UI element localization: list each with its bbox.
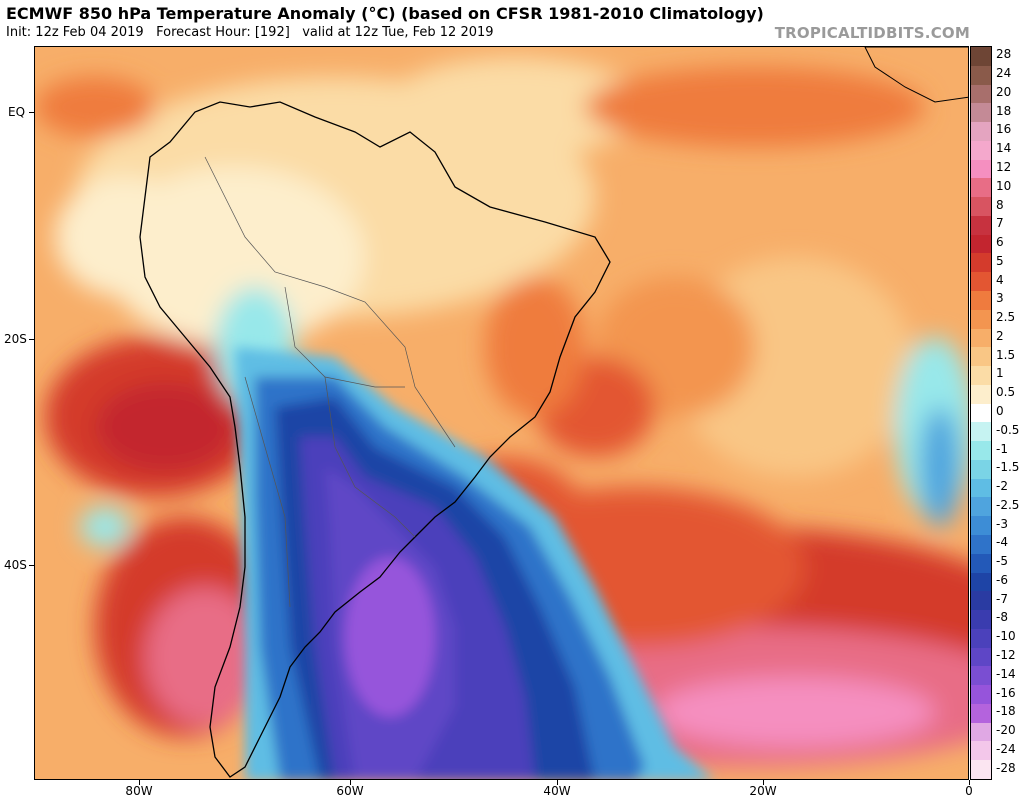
lon-label: 20W bbox=[749, 784, 777, 798]
legend-swatch bbox=[971, 84, 991, 104]
legend-swatch bbox=[971, 103, 991, 123]
legend-swatch bbox=[971, 703, 991, 723]
legend-label: 28 bbox=[996, 47, 1012, 62]
legend-label: 4 bbox=[996, 272, 1004, 287]
legend-swatch bbox=[971, 272, 991, 292]
legend-label: 10 bbox=[996, 178, 1012, 193]
legend-swatch bbox=[971, 685, 991, 705]
legend-label: 0 bbox=[996, 404, 1004, 418]
lat-label: EQ bbox=[8, 105, 26, 119]
legend-label: 0.5 bbox=[996, 385, 1016, 400]
legend-swatch bbox=[971, 459, 991, 479]
anomaly-field bbox=[35, 47, 968, 779]
lon-label: 60W bbox=[336, 784, 364, 798]
legend-swatch bbox=[971, 197, 991, 217]
site-credit: TROPICALTIDBITS.COM bbox=[774, 24, 970, 42]
legend-swatch bbox=[971, 478, 991, 498]
legend-swatch bbox=[971, 497, 991, 517]
legend-swatch bbox=[971, 722, 991, 742]
legend-swatch bbox=[971, 47, 991, 66]
legend-swatch bbox=[971, 215, 991, 235]
legend-swatch bbox=[971, 140, 991, 160]
legend-swatch bbox=[971, 234, 991, 254]
legend-label: 24 bbox=[996, 66, 1012, 81]
color-legend bbox=[970, 46, 992, 780]
legend-label: 6 bbox=[996, 235, 1004, 250]
legend-label: 3 bbox=[996, 291, 1004, 306]
legend-swatch bbox=[971, 516, 991, 536]
legend-swatch bbox=[971, 253, 991, 273]
legend-swatch bbox=[971, 65, 991, 85]
legend-label: -0.5 bbox=[996, 422, 1020, 437]
legend-swatch bbox=[971, 178, 991, 198]
legend-label: 20 bbox=[996, 84, 1012, 99]
legend-label: 14 bbox=[996, 141, 1012, 156]
legend-label: 18 bbox=[996, 103, 1012, 118]
legend-label: -18 bbox=[996, 704, 1016, 719]
legend-swatch bbox=[971, 628, 991, 648]
legend-label: -16 bbox=[996, 685, 1016, 700]
legend-swatch bbox=[971, 610, 991, 630]
legend-label: 1.5 bbox=[996, 347, 1016, 362]
legend-swatch bbox=[971, 535, 991, 554]
legend-label: -4 bbox=[996, 535, 1008, 550]
legend-label: -2 bbox=[996, 479, 1008, 494]
lon-label: 0 bbox=[965, 784, 973, 798]
legend-label: 8 bbox=[996, 197, 1004, 212]
legend-swatch bbox=[971, 647, 991, 667]
legend-label: 16 bbox=[996, 122, 1012, 137]
legend-label: 12 bbox=[996, 160, 1012, 174]
legend-swatch bbox=[971, 366, 991, 386]
legend-label: -12 bbox=[996, 648, 1016, 662]
legend-swatch bbox=[971, 591, 991, 611]
legend-swatch bbox=[971, 159, 991, 179]
legend-label: -1.5 bbox=[996, 460, 1020, 475]
legend-swatch bbox=[971, 572, 991, 592]
legend-label: -20 bbox=[996, 723, 1016, 738]
legend-label: -10 bbox=[996, 629, 1016, 644]
legend-label: 5 bbox=[996, 253, 1004, 268]
legend-swatch bbox=[971, 309, 991, 329]
legend-label: -1 bbox=[996, 441, 1008, 456]
legend-swatch bbox=[971, 384, 991, 404]
legend-label: -3 bbox=[996, 516, 1008, 531]
legend-label: 1 bbox=[996, 366, 1004, 381]
legend-swatch bbox=[971, 347, 991, 367]
legend-swatch bbox=[971, 422, 991, 442]
legend-swatch bbox=[971, 553, 991, 573]
legend-label: 7 bbox=[996, 216, 1004, 231]
legend-label: -5 bbox=[996, 554, 1008, 569]
legend-label: -2.5 bbox=[996, 497, 1020, 512]
legend-label: 2.5 bbox=[996, 310, 1016, 325]
legend-swatch bbox=[971, 122, 991, 142]
legend-swatch bbox=[971, 291, 991, 310]
legend-label: -28 bbox=[996, 760, 1016, 775]
legend-label: 2 bbox=[996, 328, 1004, 343]
legend-label: -24 bbox=[996, 741, 1016, 756]
lat-label: 20S bbox=[4, 332, 27, 346]
map-title: ECMWF 850 hPa Temperature Anomaly (°C) (… bbox=[6, 4, 764, 23]
lon-label: 40W bbox=[543, 784, 571, 798]
legend-label: -7 bbox=[996, 591, 1008, 606]
legend-swatch bbox=[971, 760, 991, 780]
anomaly-map bbox=[34, 46, 969, 780]
legend-swatch bbox=[971, 666, 991, 686]
legend-label: -14 bbox=[996, 666, 1016, 681]
legend-swatch bbox=[971, 328, 991, 348]
legend-swatch bbox=[971, 403, 991, 423]
legend-label: -8 bbox=[996, 610, 1008, 625]
legend-label: -6 bbox=[996, 572, 1008, 587]
lat-label: 40S bbox=[4, 558, 27, 572]
legend-swatch bbox=[971, 741, 991, 761]
legend-swatch bbox=[971, 441, 991, 461]
map-subtitle: Init: 12z Feb 04 2019 Forecast Hour: [19… bbox=[6, 25, 494, 40]
lon-label: 80W bbox=[125, 784, 153, 798]
